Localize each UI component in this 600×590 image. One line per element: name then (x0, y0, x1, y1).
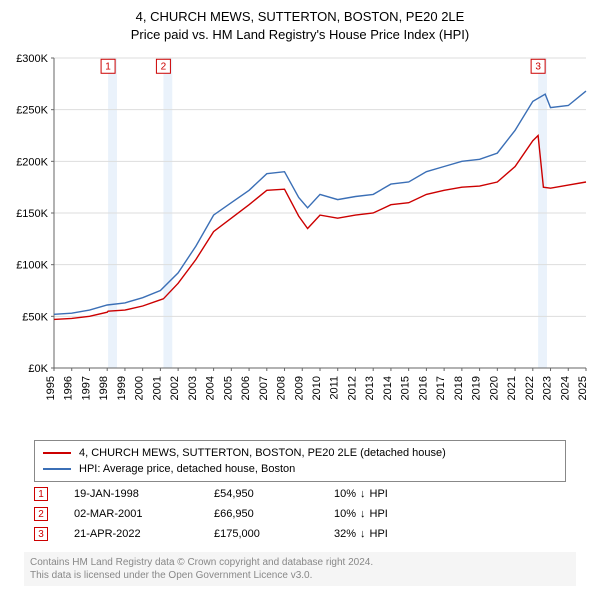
svg-text:1999: 1999 (116, 376, 128, 400)
trans-price-1: £54,950 (214, 488, 334, 500)
chart-area: £0K £50K £100K £150K £200K £250K £300K 1995 1996… (0, 48, 600, 428)
svg-text:£50K: £50K (22, 311, 48, 323)
trans-date-3: 21-APR-2022 (74, 528, 214, 540)
svg-text:3: 3 (535, 61, 541, 72)
svg-text:1998: 1998 (98, 376, 110, 400)
svg-text:2008: 2008 (276, 376, 288, 400)
svg-text:2025: 2025 (577, 376, 589, 400)
chart-title: 4, CHURCH MEWS, SUTTERTON, BOSTON, PE20 … (0, 0, 600, 43)
trans-date-1: 19-JAN-1998 (74, 488, 214, 500)
svg-text:2017: 2017 (435, 376, 447, 400)
svg-text:2006: 2006 (240, 376, 252, 400)
trans-delta-3: 32% ↓ HPI (334, 528, 454, 540)
svg-text:2005: 2005 (222, 376, 234, 400)
transaction-table: 1 19-JAN-1998 £54,950 10% ↓ HPI 2 02-MAR… (34, 484, 566, 544)
svg-text:2023: 2023 (542, 376, 554, 400)
table-row: 2 02-MAR-2001 £66,950 10% ↓ HPI (34, 504, 566, 524)
svg-text:2019: 2019 (471, 376, 483, 400)
legend: 4, CHURCH MEWS, SUTTERTON, BOSTON, PE20 … (34, 440, 566, 482)
svg-text:2012: 2012 (346, 376, 358, 400)
footer-attribution: Contains HM Land Registry data © Crown c… (24, 552, 576, 586)
footer-line-2: This data is licensed under the Open Gov… (30, 569, 570, 582)
marker-badge-2: 2 (34, 507, 48, 521)
footer-line-1: Contains HM Land Registry data © Crown c… (30, 556, 570, 569)
trans-date-2: 02-MAR-2001 (74, 508, 214, 520)
svg-text:2015: 2015 (400, 376, 412, 400)
svg-text:2016: 2016 (417, 376, 429, 400)
arrow-down-icon: ↓ (360, 508, 366, 520)
table-row: 1 19-JAN-1998 £54,950 10% ↓ HPI (34, 484, 566, 504)
svg-text:2007: 2007 (258, 376, 270, 400)
legend-swatch-1 (43, 452, 71, 454)
svg-text:2013: 2013 (364, 376, 376, 400)
svg-text:1995: 1995 (45, 376, 57, 400)
table-row: 3 21-APR-2022 £175,000 32% ↓ HPI (34, 524, 566, 544)
svg-text:1: 1 (105, 61, 111, 72)
title-line-2: Price paid vs. HM Land Registry's House … (0, 26, 600, 44)
svg-text:£100K: £100K (16, 260, 48, 272)
svg-text:2002: 2002 (169, 376, 181, 400)
chart-svg: £0K £50K £100K £150K £200K £250K £300K 1995 1996… (0, 48, 600, 428)
svg-text:2004: 2004 (205, 376, 217, 400)
svg-text:2014: 2014 (382, 376, 394, 400)
chart-container: 4, CHURCH MEWS, SUTTERTON, BOSTON, PE20 … (0, 0, 600, 590)
marker-badge-1: 1 (34, 487, 48, 501)
arrow-down-icon: ↓ (360, 488, 366, 500)
trans-price-2: £66,950 (214, 508, 334, 520)
legend-row-2: HPI: Average price, detached house, Bost… (43, 461, 557, 477)
svg-text:£200K: £200K (16, 156, 48, 168)
trans-delta-2: 10% ↓ HPI (334, 508, 454, 520)
trans-delta-1: 10% ↓ HPI (334, 488, 454, 500)
svg-text:£300K: £300K (16, 53, 48, 65)
svg-text:2000: 2000 (134, 376, 146, 400)
svg-text:2024: 2024 (559, 376, 571, 400)
svg-text:2022: 2022 (524, 376, 536, 400)
svg-text:1997: 1997 (80, 376, 92, 400)
marker-badge-3: 3 (34, 527, 48, 541)
svg-text:2001: 2001 (151, 376, 163, 400)
title-line-1: 4, CHURCH MEWS, SUTTERTON, BOSTON, PE20 … (0, 8, 600, 26)
svg-text:2018: 2018 (453, 376, 465, 400)
svg-text:£250K: £250K (16, 105, 48, 117)
trans-price-3: £175,000 (214, 528, 334, 540)
legend-label-2: HPI: Average price, detached house, Bost… (79, 463, 295, 475)
svg-text:2011: 2011 (329, 376, 341, 400)
svg-text:£150K: £150K (16, 208, 48, 220)
legend-label-1: 4, CHURCH MEWS, SUTTERTON, BOSTON, PE20 … (79, 447, 446, 459)
svg-text:1996: 1996 (63, 376, 75, 400)
svg-text:2020: 2020 (488, 376, 500, 400)
svg-text:2010: 2010 (311, 376, 323, 400)
legend-swatch-2 (43, 468, 71, 470)
arrow-down-icon: ↓ (360, 528, 366, 540)
svg-text:2: 2 (161, 61, 167, 72)
svg-text:2021: 2021 (506, 376, 518, 400)
svg-text:£0K: £0K (28, 363, 48, 375)
svg-text:2009: 2009 (293, 376, 305, 400)
svg-text:2003: 2003 (187, 376, 199, 400)
legend-row-1: 4, CHURCH MEWS, SUTTERTON, BOSTON, PE20 … (43, 445, 557, 461)
